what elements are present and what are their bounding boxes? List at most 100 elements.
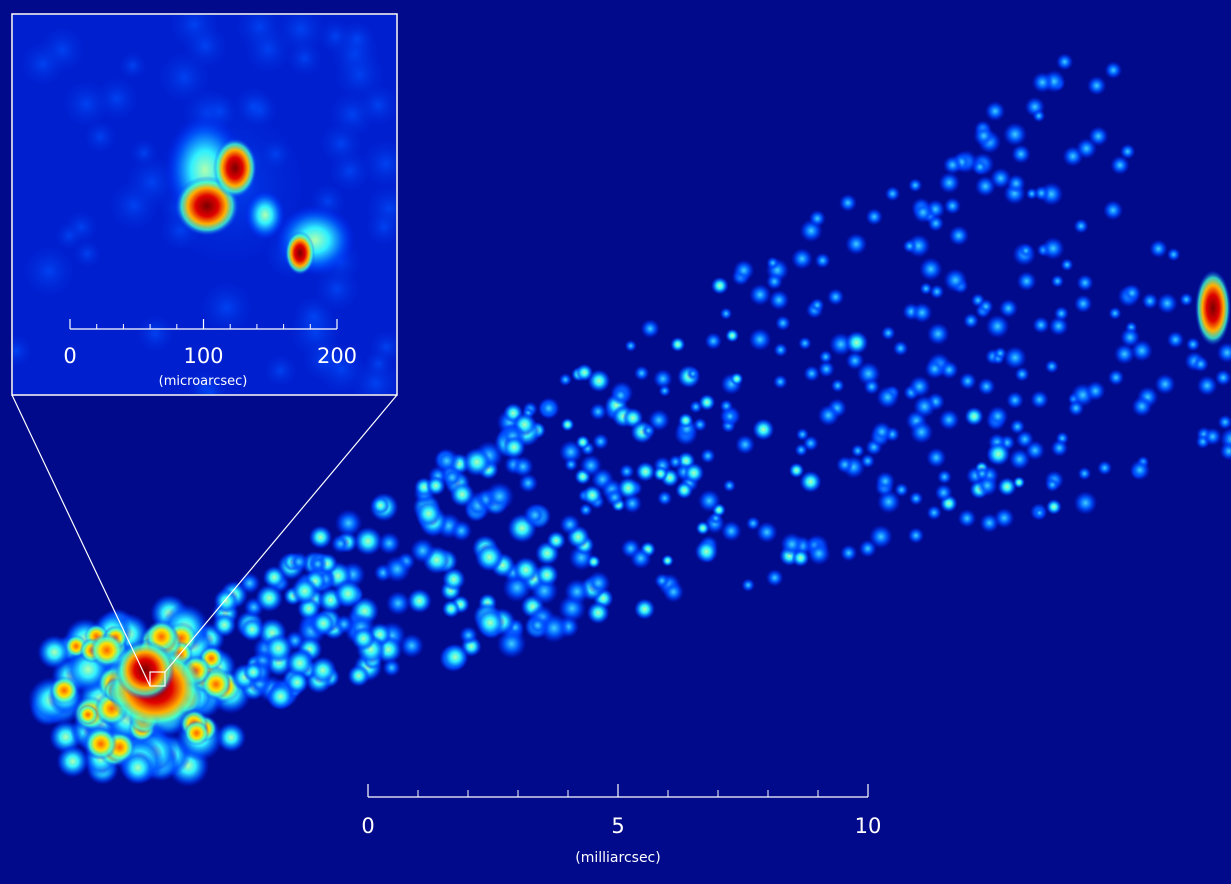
blob <box>845 233 867 255</box>
blob <box>720 307 732 319</box>
scale-unit: (milliarcsec) <box>575 850 660 866</box>
blob <box>749 284 771 306</box>
blob <box>1193 356 1209 372</box>
blob <box>711 277 729 295</box>
blob <box>657 491 672 506</box>
blob <box>1045 478 1059 492</box>
blob <box>846 351 864 369</box>
blob <box>1032 316 1049 333</box>
blob <box>909 491 923 505</box>
blob <box>634 598 655 619</box>
inset-mottle <box>24 246 74 296</box>
blob <box>773 375 787 389</box>
inset-mottle <box>56 222 83 249</box>
blob <box>959 372 977 390</box>
blob <box>1149 240 1167 258</box>
blob <box>485 482 514 511</box>
blob <box>804 365 820 381</box>
bright-knot <box>1195 270 1231 346</box>
blob <box>442 644 469 671</box>
blob <box>1120 144 1136 160</box>
blob <box>535 563 558 586</box>
blob <box>653 369 673 389</box>
blob <box>864 379 880 395</box>
blob <box>725 329 739 343</box>
blob <box>872 422 892 442</box>
blob <box>1129 460 1150 481</box>
blob <box>475 608 504 637</box>
blob <box>1074 295 1092 313</box>
blob <box>634 366 649 381</box>
blob <box>1051 439 1068 456</box>
page: (milliarcsec) 0510 (microarcsec) 0100200… <box>0 0 1231 884</box>
blob <box>919 257 942 280</box>
blob <box>815 253 831 269</box>
blob <box>939 409 960 430</box>
tick-label: 5 <box>611 814 624 838</box>
blob <box>1105 61 1123 79</box>
blob <box>903 239 917 253</box>
blob <box>909 376 931 398</box>
blob <box>775 315 790 330</box>
blob <box>334 579 363 608</box>
blob <box>1197 375 1218 396</box>
blob <box>1033 507 1046 520</box>
blob <box>965 407 984 426</box>
blob <box>378 532 401 555</box>
blob <box>442 600 460 618</box>
blob <box>285 671 308 694</box>
blob <box>686 367 699 380</box>
blob <box>975 466 990 481</box>
blob <box>662 555 674 567</box>
blob <box>441 466 464 489</box>
blob <box>407 589 432 614</box>
blob <box>587 555 600 568</box>
blob <box>1011 144 1030 163</box>
blob <box>912 302 933 323</box>
blob <box>928 215 945 232</box>
blob <box>1046 499 1062 515</box>
blob <box>723 479 736 492</box>
blob <box>1167 248 1181 262</box>
blob <box>334 615 353 634</box>
blob <box>700 448 715 463</box>
blob <box>579 503 592 516</box>
blob <box>1157 293 1178 314</box>
inset-knot <box>285 231 315 275</box>
scale-unit: (microarcsec) <box>159 374 248 389</box>
blob <box>1015 367 1030 382</box>
blob <box>766 273 783 290</box>
blob <box>386 591 410 615</box>
blob <box>308 555 327 574</box>
blob <box>1003 122 1027 146</box>
blob <box>1097 460 1112 475</box>
blob <box>587 601 610 624</box>
blob <box>547 531 566 550</box>
blob <box>944 268 968 292</box>
blob <box>335 509 363 537</box>
blob <box>1132 396 1153 417</box>
blob <box>780 533 803 556</box>
blob <box>459 626 478 645</box>
blob <box>980 513 1000 533</box>
blob <box>876 471 895 490</box>
blob <box>881 326 895 340</box>
blob <box>1019 244 1033 258</box>
blob <box>1017 271 1037 291</box>
blob <box>908 527 924 543</box>
blob <box>851 444 864 457</box>
blob <box>893 341 908 356</box>
blob <box>1103 200 1123 220</box>
blob <box>670 337 685 352</box>
blob <box>920 282 933 295</box>
blob <box>348 665 370 687</box>
blob <box>766 569 784 587</box>
blob <box>1030 390 1048 408</box>
blob <box>735 435 755 455</box>
blob <box>973 125 994 146</box>
blob <box>576 435 590 449</box>
tick-label: 0 <box>361 814 374 838</box>
blob <box>184 720 210 746</box>
blob <box>1186 337 1200 351</box>
blob <box>1032 72 1053 93</box>
